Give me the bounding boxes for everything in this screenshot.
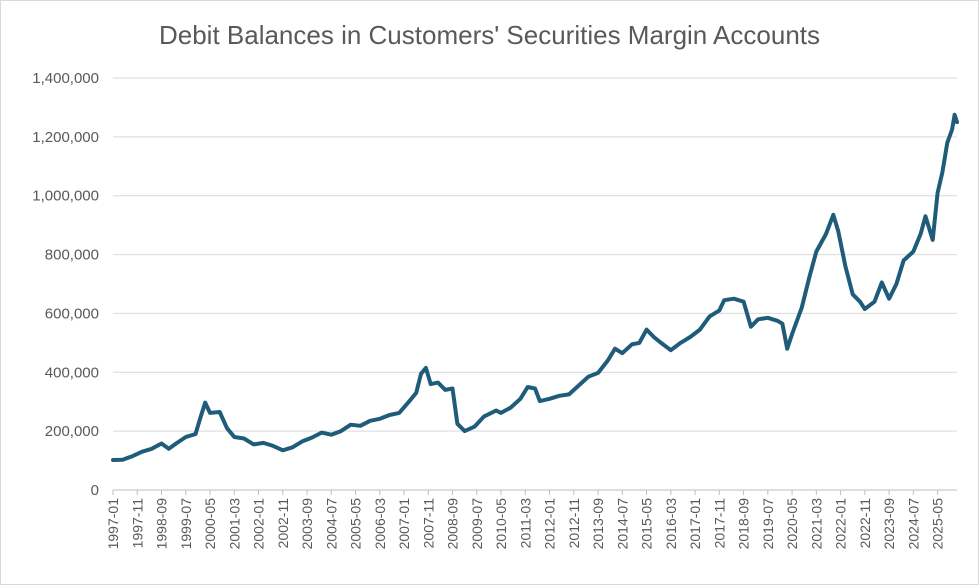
x-tick-label: 2021-03 [808, 498, 824, 550]
x-tick-label: 2015-05 [639, 498, 655, 550]
y-tick-label: 400,000 [45, 364, 99, 381]
x-tick-label: 2022-01 [833, 498, 849, 550]
x-tick-label: 1997-01 [105, 498, 121, 550]
x-tick-label: 2001-03 [226, 498, 242, 550]
series-line [111, 112, 959, 462]
x-tick-label: 2025-05 [930, 498, 946, 550]
x-tick-label: 2003-09 [299, 498, 315, 550]
x-tick-label: 2010-05 [493, 498, 509, 550]
y-tick-label: 600,000 [45, 305, 99, 322]
x-tick-label: 2017-01 [687, 498, 703, 550]
x-tick-label: 2012-01 [542, 498, 558, 550]
x-tick-label: 2009-07 [469, 498, 485, 550]
x-tick-label: 1999-07 [178, 498, 194, 550]
y-tick-label: 200,000 [45, 423, 99, 440]
x-tick-label: 2011-03 [517, 498, 533, 549]
x-tick-label: 2000-05 [202, 498, 218, 550]
x-tick-label: 2005-05 [348, 498, 364, 550]
x-tick-label: 2014-07 [614, 498, 630, 550]
x-tick-label: 2024-07 [905, 498, 921, 550]
y-tick-label: 800,000 [45, 247, 99, 264]
x-tick-label: 1997-11 [129, 498, 145, 549]
x-tick-label: 2007-01 [396, 498, 412, 550]
x-tick-label: 2019-07 [760, 498, 776, 550]
x-tick-label: 2007-11 [420, 498, 436, 549]
x-tick-label: 2004-07 [323, 498, 339, 550]
x-tick-label: 2002-01 [251, 498, 267, 550]
x-tick-label: 2008-09 [445, 498, 461, 550]
x-tick-label: 2013-09 [590, 498, 606, 550]
x-tick-label: 2012-11 [566, 498, 582, 549]
x-tick-label: 2018-09 [736, 498, 752, 550]
y-tick-label: 1,000,000 [32, 188, 99, 205]
x-tick-label: 2002-11 [275, 498, 291, 549]
y-tick-label: 0 [91, 482, 99, 499]
x-tick-label: 2017-11 [711, 498, 727, 549]
x-tick-label: 2006-03 [372, 498, 388, 550]
x-tick-label: 2020-05 [784, 498, 800, 550]
x-tick-label: 1998-09 [154, 498, 170, 550]
chart-title: Debit Balances in Customers' Securities … [158, 20, 821, 50]
x-tick-label: 2022-11 [857, 498, 873, 549]
x-tick-label: 2023-09 [881, 498, 897, 550]
y-tick-label: 1,200,000 [32, 129, 99, 146]
y-tick-label: 1,400,000 [32, 70, 99, 87]
x-tick-label: 2016-03 [663, 498, 679, 550]
